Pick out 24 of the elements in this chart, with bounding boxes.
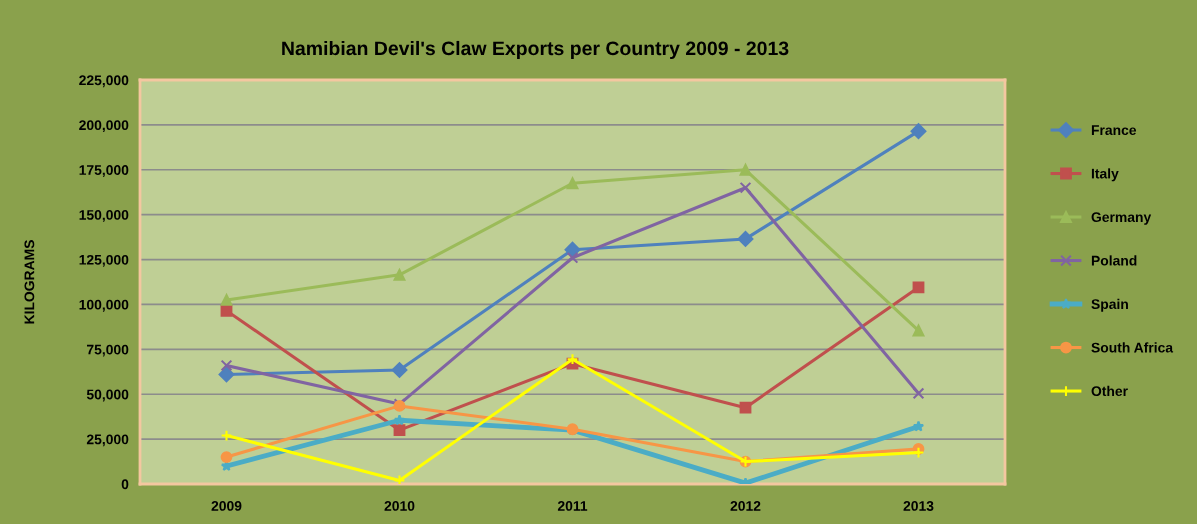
legend-label: France	[1091, 125, 1137, 136]
y-tick-label: 175,000	[79, 165, 129, 177]
legend-label: Spain	[1091, 298, 1128, 312]
x-tick-label: 2012	[730, 501, 761, 511]
y-tick-label: 75,000	[87, 344, 129, 357]
y-tick-label: 100,000	[79, 299, 129, 312]
x-tick-label: 2013	[903, 501, 934, 511]
y-tick-label: 150,000	[79, 210, 129, 222]
y-tick-label: 200,000	[79, 120, 129, 133]
legend-label: Italy	[1091, 168, 1119, 182]
y-axis-title: KILOGRAMS	[24, 240, 35, 324]
chart-title: Namibian Devil's Claw Exports per Country 2009 - 2013	[282, 40, 789, 60]
legend-label: South Africa	[1091, 342, 1174, 353]
y-tick-label: 125,000	[79, 254, 129, 267]
y-tick-label: 225,000	[79, 75, 129, 88]
x-tick-label: 2011	[557, 501, 588, 511]
x-tick-label: 2010	[384, 501, 415, 511]
x-tick-label: 2009	[211, 501, 242, 511]
y-tick-label: 0	[121, 479, 129, 490]
legend-label: Other	[1091, 385, 1128, 397]
legend-label: Poland	[1091, 255, 1137, 266]
y-tick-label: 50,000	[86, 389, 129, 402]
y-tick-label: 25,000	[86, 434, 129, 447]
legend-label: Germany	[1091, 212, 1152, 225]
